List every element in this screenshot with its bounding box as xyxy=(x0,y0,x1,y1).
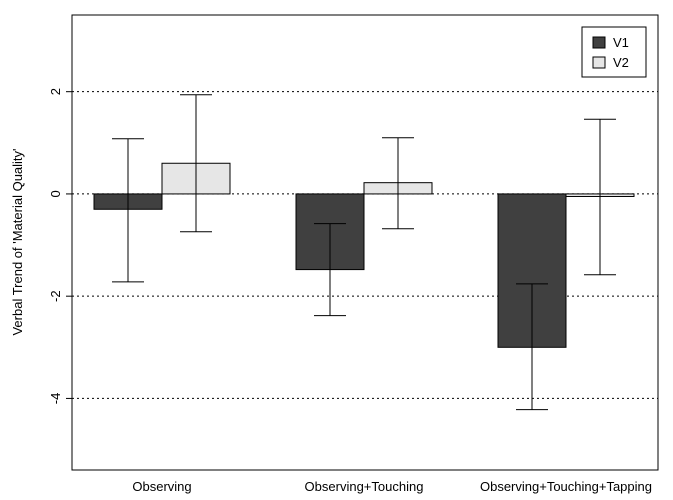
y-axis-title: Verbal Trend of 'Material Quality' xyxy=(10,148,25,335)
x-tick-label: Observing+Touching xyxy=(305,479,424,494)
x-axis: Observing Observing+Touching Observing+Tou… xyxy=(132,479,652,494)
legend-label-v2: V2 xyxy=(613,55,629,70)
y-axis: -4 -2 0 2 xyxy=(48,88,72,404)
bar-group xyxy=(93,162,635,348)
x-tick-label: Observing+Touching+Tapping xyxy=(480,479,652,494)
error-bar-group xyxy=(112,94,616,411)
y-tick-label: 0 xyxy=(48,190,63,197)
legend-box xyxy=(581,26,647,78)
legend-swatch-v1 xyxy=(592,36,606,49)
legend-label-v1: V1 xyxy=(613,35,629,50)
y-tick-label: -4 xyxy=(48,393,63,405)
y-tick-label: -2 xyxy=(48,290,63,302)
y-tick-label: 2 xyxy=(48,88,63,95)
plot-frame xyxy=(71,14,659,471)
x-tick-label: Observing xyxy=(132,479,191,494)
legend-swatch-v2 xyxy=(592,56,606,69)
gridlines xyxy=(72,91,658,399)
